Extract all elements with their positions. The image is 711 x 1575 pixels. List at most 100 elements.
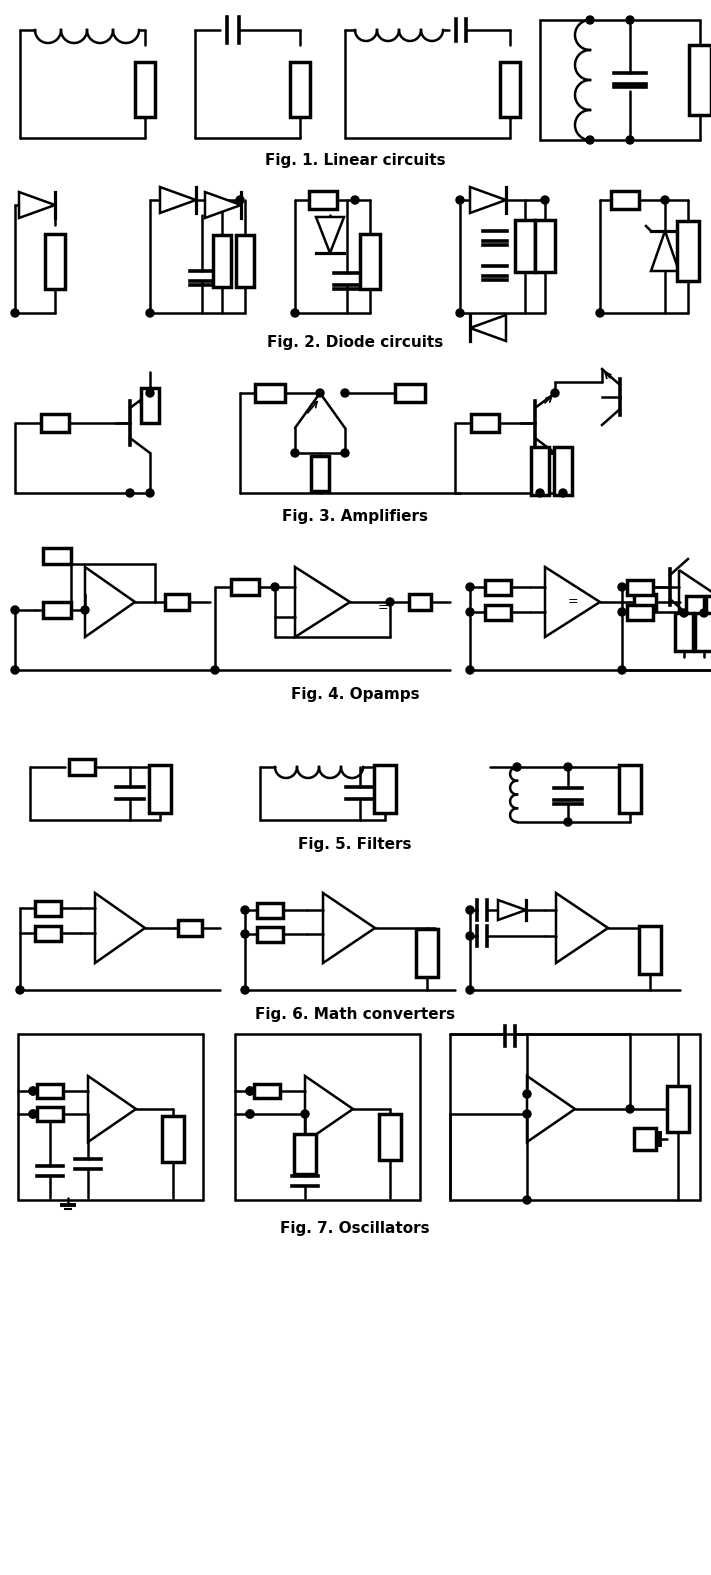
Circle shape bbox=[29, 1087, 37, 1095]
Circle shape bbox=[700, 610, 708, 617]
Bar bbox=[695, 613, 711, 650]
Bar bbox=[41, 414, 69, 432]
Circle shape bbox=[29, 1110, 37, 1118]
Text: Fig. 1. Linear circuits: Fig. 1. Linear circuits bbox=[264, 153, 445, 167]
Bar bbox=[471, 414, 499, 432]
Circle shape bbox=[466, 666, 474, 674]
Bar bbox=[409, 594, 431, 610]
Bar bbox=[294, 1134, 316, 1173]
Circle shape bbox=[236, 195, 244, 205]
Bar bbox=[257, 902, 283, 918]
Polygon shape bbox=[470, 187, 506, 213]
Circle shape bbox=[626, 135, 634, 143]
Bar bbox=[686, 595, 704, 638]
Bar bbox=[165, 594, 189, 610]
Circle shape bbox=[523, 1195, 531, 1203]
Bar bbox=[162, 1117, 184, 1162]
Text: Fig. 4. Opamps: Fig. 4. Opamps bbox=[291, 687, 419, 701]
Circle shape bbox=[11, 309, 19, 317]
Bar bbox=[634, 594, 656, 610]
Bar bbox=[611, 191, 639, 209]
Bar bbox=[535, 221, 555, 272]
Bar bbox=[141, 387, 159, 422]
Bar bbox=[35, 901, 61, 915]
Circle shape bbox=[126, 488, 134, 498]
Circle shape bbox=[466, 986, 474, 994]
Circle shape bbox=[341, 449, 349, 457]
Circle shape bbox=[559, 488, 567, 498]
Circle shape bbox=[246, 1087, 254, 1095]
Circle shape bbox=[466, 932, 474, 940]
Bar bbox=[254, 1084, 280, 1098]
Bar bbox=[675, 613, 693, 650]
Bar bbox=[374, 765, 396, 813]
Bar bbox=[485, 605, 511, 619]
Circle shape bbox=[29, 1110, 37, 1118]
Circle shape bbox=[466, 583, 474, 591]
Text: Fig. 3. Amplifiers: Fig. 3. Amplifiers bbox=[282, 509, 428, 523]
Text: Fig. 5. Filters: Fig. 5. Filters bbox=[298, 836, 412, 852]
Bar bbox=[627, 580, 653, 594]
Circle shape bbox=[680, 610, 688, 617]
Bar bbox=[149, 765, 171, 813]
Bar bbox=[627, 605, 653, 619]
Bar bbox=[619, 765, 641, 813]
Text: =: = bbox=[567, 595, 578, 608]
Circle shape bbox=[146, 488, 154, 498]
Bar bbox=[639, 926, 661, 973]
Circle shape bbox=[146, 389, 154, 397]
Circle shape bbox=[81, 606, 89, 614]
Circle shape bbox=[29, 1087, 37, 1095]
Bar bbox=[255, 384, 285, 402]
Circle shape bbox=[246, 1110, 254, 1118]
Circle shape bbox=[626, 16, 634, 24]
Polygon shape bbox=[498, 899, 526, 920]
Polygon shape bbox=[651, 232, 679, 271]
Circle shape bbox=[241, 986, 249, 994]
Circle shape bbox=[523, 1110, 531, 1118]
Bar bbox=[416, 929, 438, 976]
Circle shape bbox=[466, 906, 474, 913]
Circle shape bbox=[241, 929, 249, 939]
Polygon shape bbox=[205, 192, 241, 217]
Circle shape bbox=[456, 195, 464, 205]
Circle shape bbox=[271, 583, 279, 591]
Circle shape bbox=[618, 583, 626, 591]
Circle shape bbox=[586, 16, 594, 24]
Circle shape bbox=[146, 309, 154, 317]
Bar bbox=[43, 548, 71, 564]
Bar bbox=[37, 1107, 63, 1121]
Bar bbox=[257, 926, 283, 942]
Circle shape bbox=[351, 195, 359, 205]
Circle shape bbox=[211, 666, 219, 674]
Circle shape bbox=[618, 666, 626, 674]
Circle shape bbox=[541, 195, 549, 205]
Bar bbox=[231, 580, 259, 595]
Polygon shape bbox=[470, 315, 506, 342]
Circle shape bbox=[564, 762, 572, 772]
Text: Fig. 6. Math converters: Fig. 6. Math converters bbox=[255, 1006, 455, 1022]
Circle shape bbox=[241, 906, 249, 913]
Circle shape bbox=[291, 449, 299, 457]
Polygon shape bbox=[19, 192, 55, 217]
Circle shape bbox=[661, 195, 669, 205]
Circle shape bbox=[246, 1087, 254, 1095]
Bar bbox=[309, 191, 337, 209]
Circle shape bbox=[466, 608, 474, 616]
Circle shape bbox=[551, 389, 559, 397]
Circle shape bbox=[536, 488, 544, 498]
Circle shape bbox=[341, 389, 349, 397]
Bar bbox=[485, 580, 511, 594]
Circle shape bbox=[246, 1110, 254, 1118]
Circle shape bbox=[11, 606, 19, 614]
Circle shape bbox=[564, 817, 572, 825]
Bar bbox=[178, 920, 202, 936]
Circle shape bbox=[291, 309, 299, 317]
Circle shape bbox=[11, 666, 19, 674]
Circle shape bbox=[16, 986, 24, 994]
Bar bbox=[395, 384, 425, 402]
Bar bbox=[515, 221, 535, 272]
Text: Fig. 7. Oscillators: Fig. 7. Oscillators bbox=[280, 1221, 430, 1235]
Bar bbox=[37, 1084, 63, 1098]
Bar bbox=[311, 455, 329, 490]
